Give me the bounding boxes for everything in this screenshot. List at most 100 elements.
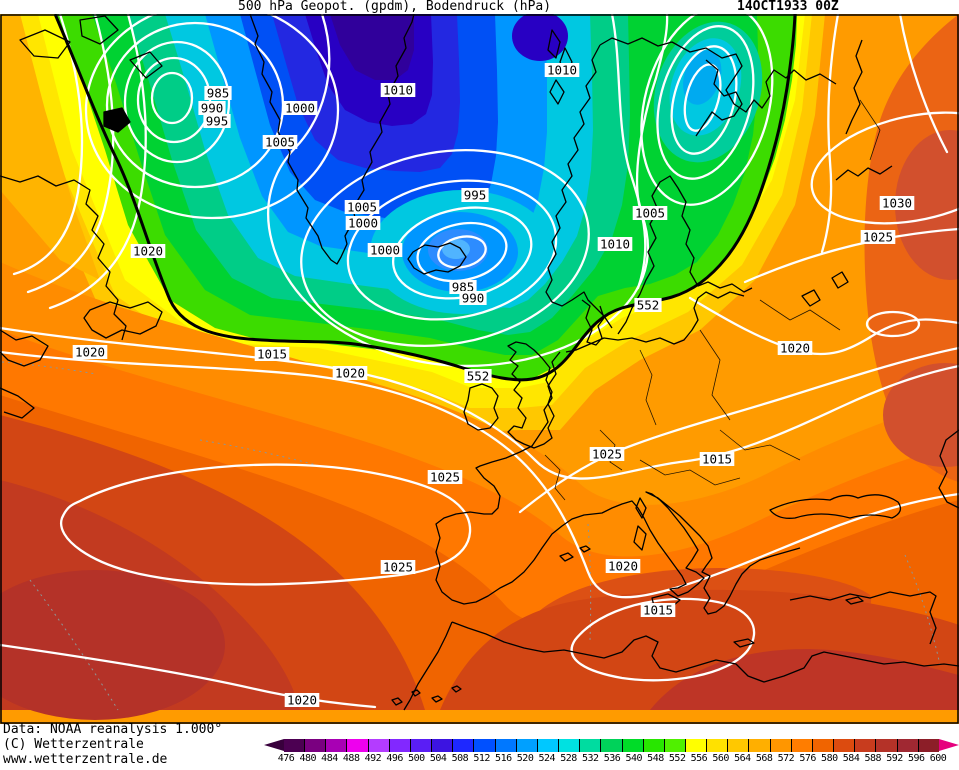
- isobar-label: 990: [462, 291, 485, 306]
- colorbar-tick-label: 516: [495, 753, 512, 764]
- isobar-label-box: [204, 86, 232, 100]
- isobar-label-box: [380, 83, 416, 97]
- isobar-label: 1020: [133, 244, 163, 259]
- colorbar-segment: [833, 739, 855, 752]
- isobar-label-box: [699, 452, 735, 466]
- credits-block: Data: NOAA reanalysis 1.000° (C) Wetterze…: [3, 722, 222, 767]
- colorbar-segment: [452, 739, 474, 752]
- colorbar-tick-label: 520: [516, 753, 534, 764]
- isobar-label: 1025: [592, 447, 622, 462]
- colorbar-segment: [854, 739, 876, 752]
- colorbar-segment: [304, 739, 326, 752]
- isobar-label-box: [284, 693, 320, 707]
- colorbar-tick-label: 568: [755, 753, 773, 764]
- isobar-label: 1020: [287, 693, 317, 708]
- colorbar-tick-label: 572: [777, 753, 795, 764]
- isobar-label: 985: [207, 86, 230, 101]
- isobar-label: 1005: [265, 135, 295, 150]
- isobar-label: 1020: [335, 366, 365, 381]
- colorbar-left-arrow: [264, 739, 284, 751]
- isobar-label: 1025: [383, 560, 413, 575]
- title-bar: 500 hPa Geopot. (gpdm), Bodendruck (hPa)…: [0, 0, 959, 14]
- isobar-label-box: [605, 559, 641, 573]
- isobar-label: 1010: [600, 237, 630, 252]
- website-line: www.wetterzentrale.de: [3, 752, 168, 767]
- colorbar-segment: [875, 739, 897, 752]
- colorbar-tick-label: 532: [581, 753, 599, 764]
- colorbar-segment: [515, 739, 537, 752]
- weather-map: 985 990 995 1000 1005 1005 1000 1000 1010 1010 995…: [0, 14, 959, 724]
- isobar-label: 1005: [635, 206, 665, 221]
- copyright-line: (C) Wetterzentrale: [3, 737, 144, 752]
- colorbar-segment: [748, 739, 770, 752]
- geopotential-label-box: [464, 369, 492, 383]
- colorbar-tick-label: 524: [538, 753, 556, 764]
- isobar-label: 1000: [370, 243, 400, 258]
- isobar-label-box: [632, 206, 668, 220]
- colorbar-segment: [706, 739, 728, 752]
- colorbar-segment: [727, 739, 749, 752]
- isobar-label-box: [367, 243, 403, 257]
- colorbar-segment: [663, 739, 685, 752]
- map-datetime: 14OCT1933 00Z: [737, 0, 839, 14]
- isobar-label-box: [380, 560, 416, 574]
- isobar-label: 1010: [383, 83, 413, 98]
- isobar-label: 995: [206, 114, 229, 129]
- isobar-label-box: [544, 63, 580, 77]
- colorbar-tick-label: 500: [408, 753, 425, 764]
- colorbar-labels: 476 480 484 488 492 496 500 504 508 512 516 520 524 5…: [264, 753, 959, 767]
- contour-labels: 9859909951000100510051000100010101010995…: [72, 63, 915, 708]
- isobar-label: 1000: [285, 101, 315, 116]
- isobar-label-box: [777, 341, 813, 355]
- isobar-label-box: [130, 244, 166, 258]
- colorbar-segment: [896, 739, 918, 752]
- colorbar-tick-label: 528: [560, 753, 577, 764]
- isobar-label-box: [589, 447, 625, 461]
- colorbar-segment: [325, 739, 347, 752]
- colorbar-right-arrow: [939, 739, 959, 751]
- colorbar-tick-label: 480: [299, 753, 316, 764]
- geopotential-552-contour: [53, 14, 797, 382]
- isobar-label: 1015: [702, 452, 732, 467]
- isobar-label-box: [879, 196, 915, 210]
- map-border: [0, 14, 959, 724]
- isobar-label-box: [262, 135, 298, 149]
- isobar-label-box: [427, 470, 463, 484]
- isobar-label-box: [198, 101, 226, 115]
- colorbar-tick-label: 580: [821, 753, 838, 764]
- isobar-label-box: [72, 345, 108, 359]
- isobar-label-box: [345, 216, 381, 230]
- isobar-label-box: [344, 200, 380, 214]
- colorbar-tick-label: 596: [907, 753, 925, 764]
- colorbar-tick-label: 564: [734, 753, 751, 764]
- isobar-label: 1025: [430, 470, 460, 485]
- colorbar-segment: [367, 739, 389, 752]
- colorbar-segment: [473, 739, 495, 752]
- isobar-label: 1015: [257, 347, 287, 362]
- colorbar-segment: [684, 739, 707, 752]
- colorbar-tick-label: 576: [799, 753, 816, 764]
- isobar-label-box: [282, 101, 318, 115]
- colorbar-tick-label: 600: [929, 753, 947, 764]
- isobar-label-box: [459, 291, 487, 305]
- colorbar-tick-label: 548: [647, 753, 664, 764]
- isobar-label: 1020: [608, 559, 638, 574]
- isobar-label-box: [461, 188, 489, 202]
- colorbar-tick-label: 504: [429, 753, 447, 764]
- colorbar-segment: [536, 739, 559, 752]
- colorbar-segment: [284, 739, 305, 752]
- country-borders: [544, 99, 881, 501]
- colorbar-segments: [284, 739, 939, 752]
- isobar-label-box: [640, 603, 676, 617]
- colorbar-segment: [811, 739, 834, 752]
- colorbar-segment: [917, 739, 939, 752]
- colorbar-tick-label: 552: [668, 753, 686, 764]
- colorbar-segment: [409, 739, 432, 752]
- colorbar-tick-label: 540: [625, 753, 642, 764]
- isobar-label-box: [449, 280, 477, 294]
- geopotential-label: 552: [637, 298, 660, 313]
- colorbar-segment: [558, 739, 580, 752]
- isobar-label: 1020: [75, 345, 105, 360]
- colorbar-segment: [600, 739, 622, 752]
- isobar-label-box: [203, 114, 231, 128]
